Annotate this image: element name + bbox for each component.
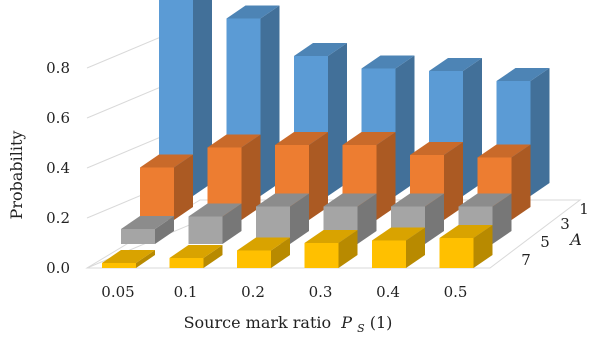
bar-side [338, 230, 358, 268]
bar [372, 227, 425, 268]
x-tick-label: 0.05 [101, 283, 134, 301]
x-axis-label-subscript: S [357, 322, 365, 335]
bar-front [121, 229, 155, 244]
bar-front [439, 238, 474, 268]
x-axis-label: Source mark ratio P S (1) [184, 313, 393, 336]
bar [121, 216, 174, 244]
bar [102, 250, 155, 268]
bar-side [473, 225, 493, 268]
bar-top [304, 230, 358, 243]
series-tick-label: 3 [560, 215, 570, 233]
chart-bars [102, 0, 550, 268]
bar-side [155, 216, 174, 244]
bar-top [102, 250, 155, 263]
bar-top [226, 5, 280, 19]
bar-top [496, 68, 550, 81]
bar-side [174, 154, 193, 220]
bar [169, 245, 223, 268]
bar [188, 203, 242, 244]
bar-side [271, 237, 290, 268]
y-tick-label: 0.0 [46, 259, 70, 277]
bar [304, 230, 358, 268]
bar [237, 237, 290, 268]
bar-top [361, 55, 415, 69]
y-tick-label: 0.8 [46, 59, 70, 77]
bar-side [511, 144, 531, 220]
bar-top [477, 144, 531, 158]
bar-top [188, 203, 242, 217]
y-tick-label: 0.2 [46, 209, 70, 227]
bar-side [395, 55, 415, 196]
bar-top [275, 132, 328, 145]
bar-front [237, 250, 271, 268]
y-axis-label: Probability [7, 131, 26, 220]
bar-front [102, 263, 136, 268]
bar-side [463, 58, 482, 196]
bar-top [391, 193, 444, 207]
bar-side [222, 203, 242, 244]
x-tick-label: 0.2 [241, 283, 265, 301]
bar-top [121, 216, 174, 229]
series-tick-label: 5 [540, 233, 550, 251]
bar-top [169, 245, 223, 258]
x-axis-label-arg: (1) [370, 313, 393, 332]
bar-side [203, 245, 223, 268]
bar-side [406, 227, 425, 268]
bar-front [140, 167, 174, 220]
bar-top [410, 142, 463, 155]
bar-side [376, 132, 396, 220]
bar-top [256, 193, 309, 207]
bar-top [140, 154, 193, 168]
bar-top [429, 58, 482, 71]
bar-side [328, 43, 347, 196]
x-axis-label-symbol: P [340, 313, 352, 332]
bar-top [458, 193, 512, 207]
bar-front [304, 243, 339, 268]
y-tick-label: 0.4 [46, 159, 70, 177]
bar-side [444, 142, 463, 220]
x-tick-labels: 0.05 0.1 0.2 0.3 0.4 0.5 [101, 283, 467, 301]
bar-side [290, 193, 309, 244]
bar-front [169, 258, 204, 268]
depth-axis-label: A [568, 230, 582, 249]
x-tick-label: 0.3 [309, 283, 333, 301]
bar-top [439, 225, 493, 238]
bar-side [357, 193, 377, 244]
bar-top [237, 237, 290, 251]
series-tick-label: 7 [521, 251, 531, 269]
y-tick-labels: 0.0 0.2 0.4 0.6 0.8 [46, 59, 70, 277]
bar-top [207, 134, 261, 148]
series-tick-label: 1 [579, 200, 589, 218]
bar-side [309, 132, 328, 220]
bar [140, 154, 193, 220]
bar-side [425, 193, 444, 244]
bar-side [530, 68, 550, 196]
bar [439, 225, 493, 268]
y-tick-label: 0.6 [46, 109, 70, 127]
x-tick-label: 0.5 [444, 283, 468, 301]
gridline [86, 220, 201, 269]
x-tick-label: 0.1 [174, 283, 198, 301]
bar [256, 193, 309, 244]
bar-side [193, 0, 212, 196]
bar-top [323, 193, 377, 207]
bar-side [241, 134, 261, 220]
bar-side [492, 193, 512, 244]
bar-top [372, 227, 425, 241]
bar-top [294, 43, 347, 56]
bar-top [342, 132, 396, 145]
bar-front [372, 240, 406, 268]
bar-side [136, 250, 155, 268]
x-tick-label: 0.4 [376, 283, 400, 301]
bar-front [188, 216, 223, 244]
x-axis-label-text: Source mark ratio [184, 313, 332, 332]
bar-side [260, 5, 280, 196]
